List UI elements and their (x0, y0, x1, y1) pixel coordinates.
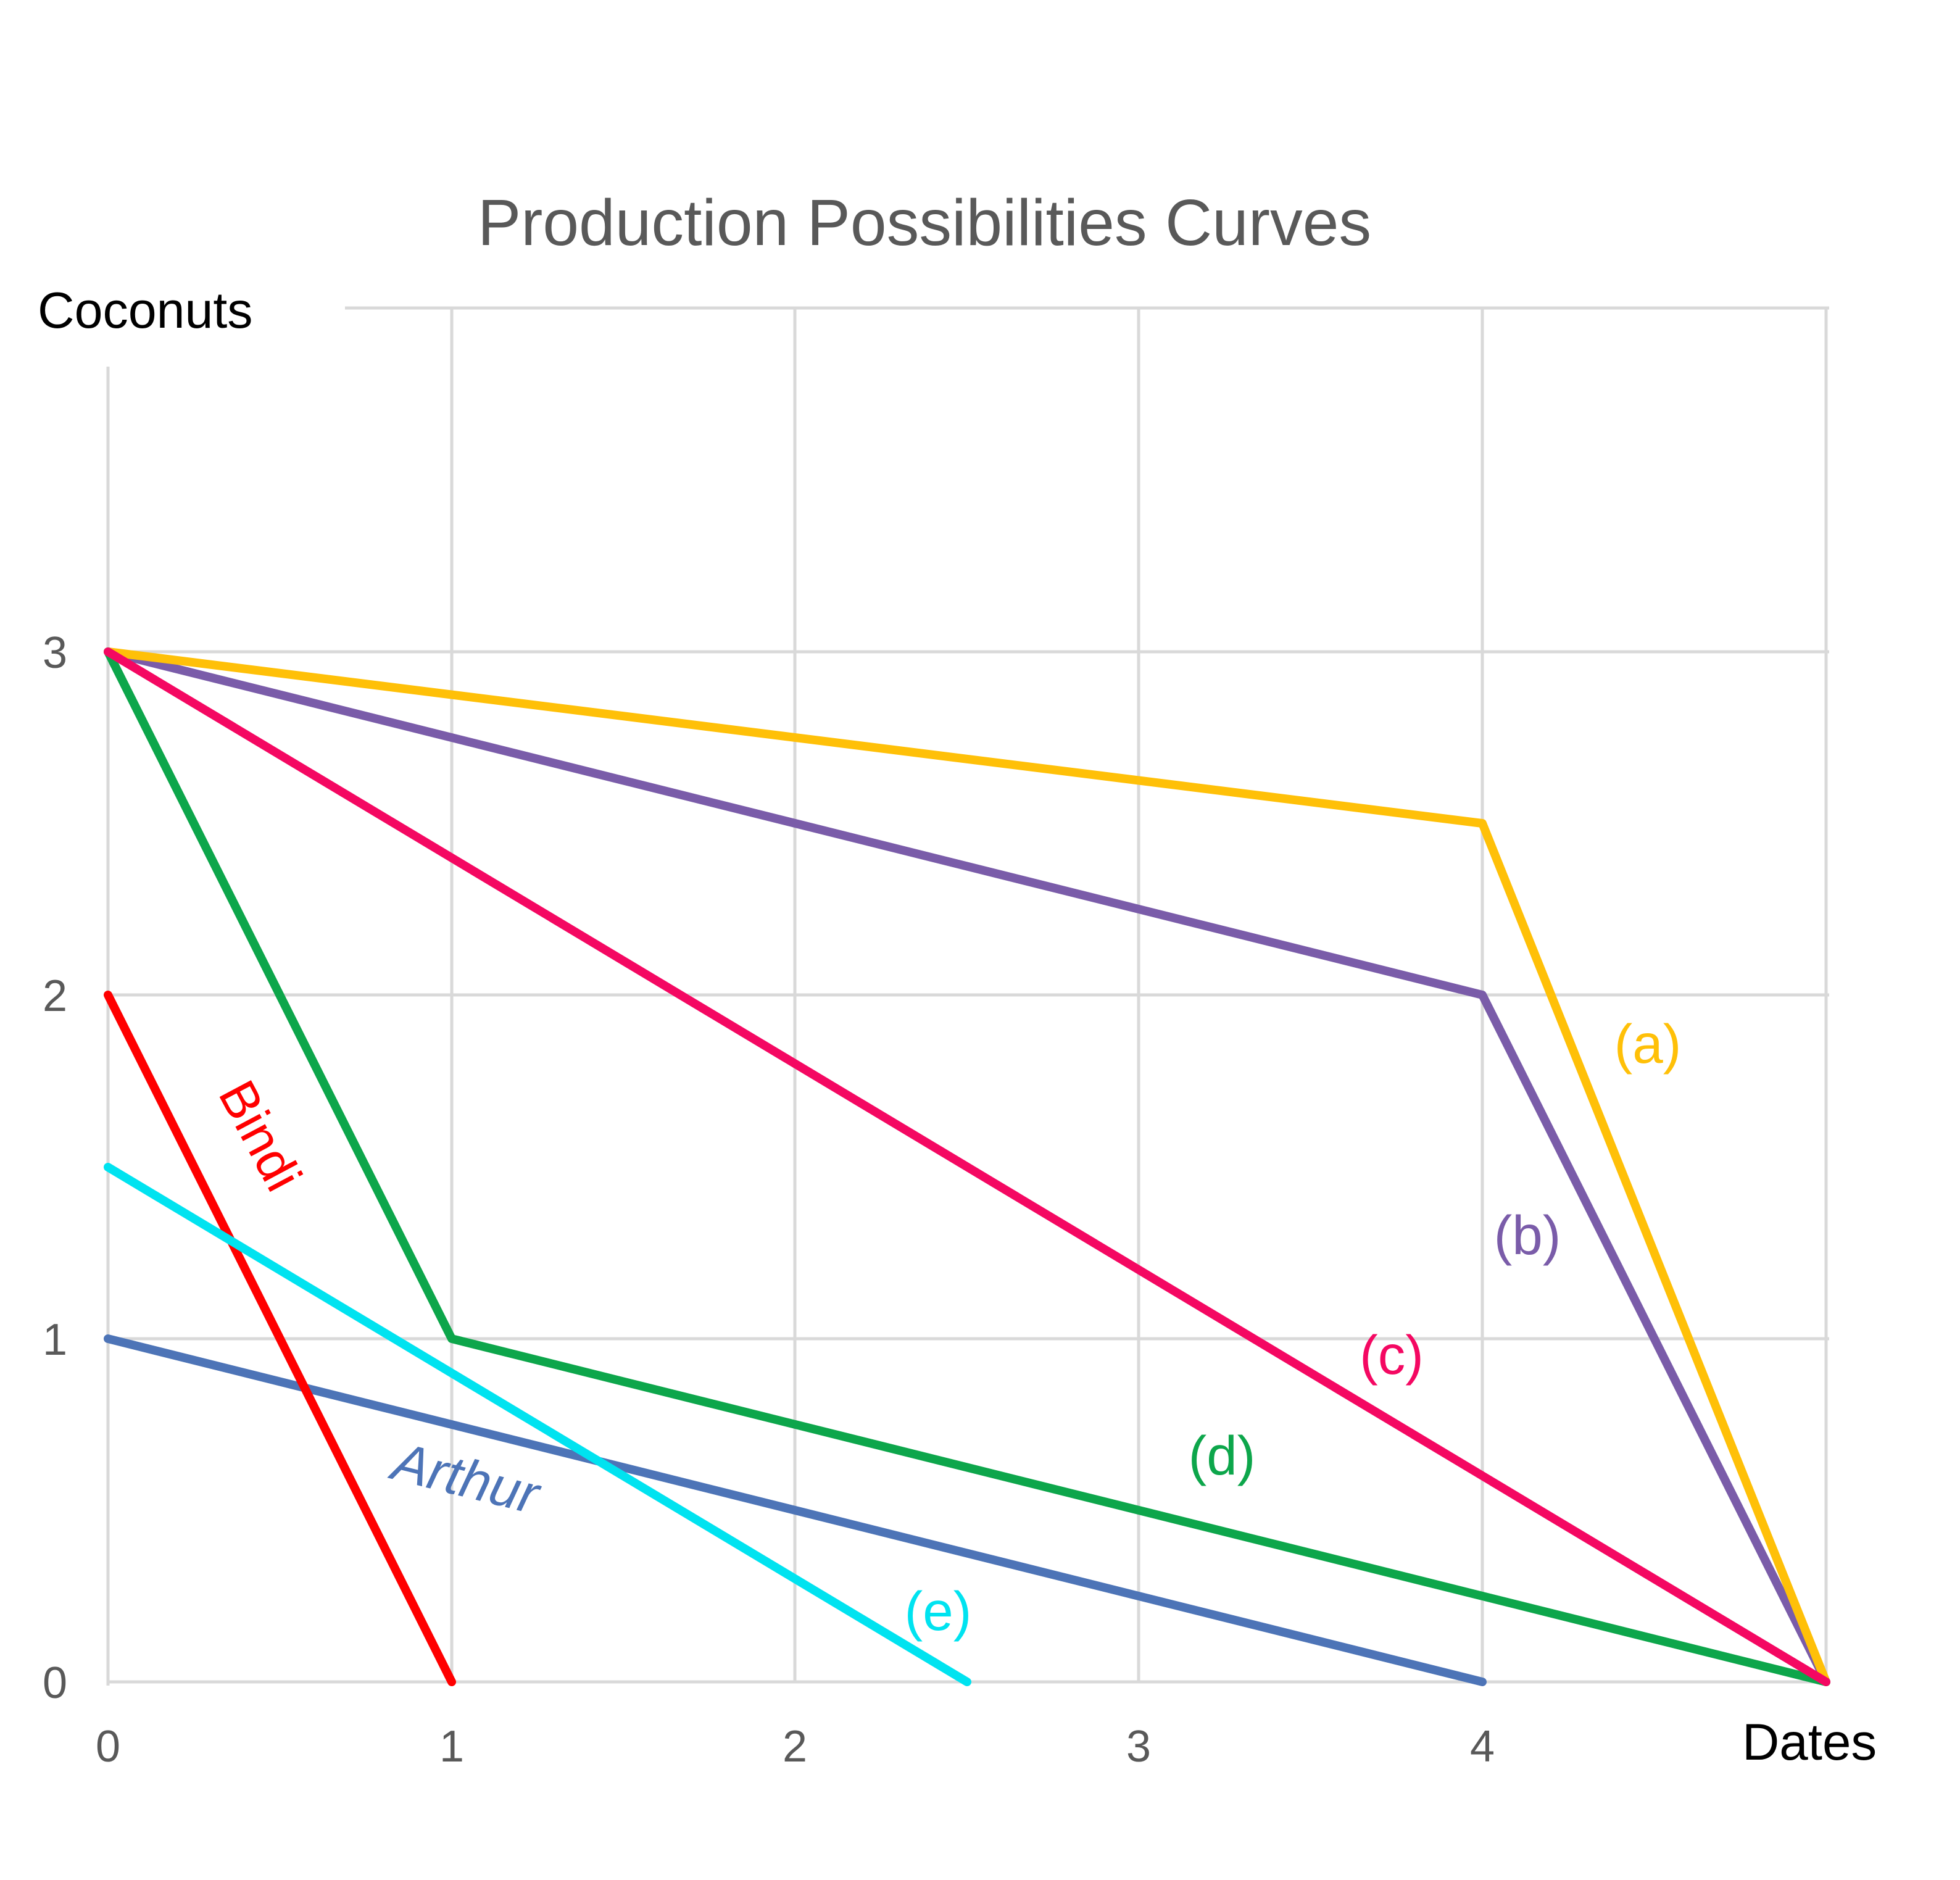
svg-text:(a): (a) (1614, 1013, 1682, 1075)
svg-text:2: 2 (783, 1722, 807, 1771)
svg-text:Coconuts: Coconuts (38, 282, 253, 339)
svg-text:0: 0 (43, 1658, 67, 1708)
svg-text:4: 4 (1470, 1722, 1495, 1771)
svg-text:3: 3 (1126, 1722, 1151, 1771)
svg-text:1: 1 (43, 1315, 67, 1365)
svg-text:2: 2 (43, 971, 67, 1021)
svg-text:0: 0 (96, 1722, 120, 1771)
svg-text:Production Possibilities Curve: Production Possibilities Curves (478, 186, 1371, 259)
svg-text:(d): (d) (1189, 1425, 1256, 1486)
svg-text:Dates: Dates (1742, 1713, 1877, 1771)
svg-text:(e): (e) (905, 1580, 972, 1642)
svg-text:(b): (b) (1494, 1204, 1561, 1266)
svg-text:(c): (c) (1360, 1324, 1424, 1386)
svg-text:3: 3 (43, 628, 67, 678)
svg-text:1: 1 (439, 1722, 464, 1771)
